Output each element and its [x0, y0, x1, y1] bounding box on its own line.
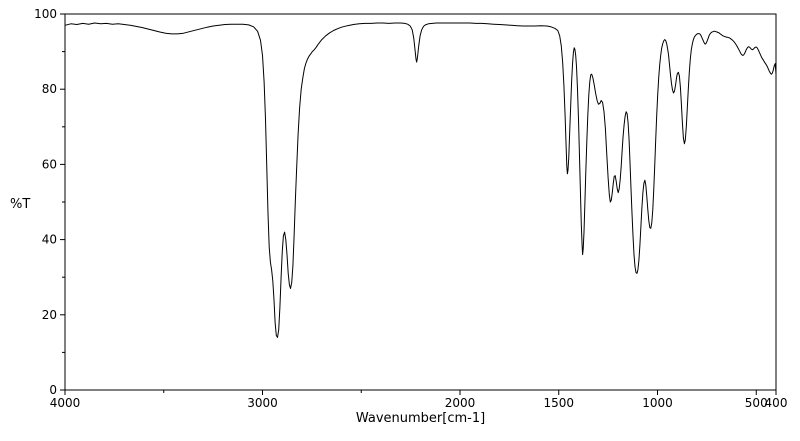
- x-tick-label: 1500: [543, 396, 574, 410]
- x-axis-label: Wavenumber[cm-1]: [355, 411, 486, 426]
- plot-frame: [64, 13, 777, 391]
- x-tick-label: 2000: [445, 396, 476, 410]
- x-tick-label: 4000: [50, 396, 81, 410]
- y-tick-label: 100: [34, 7, 57, 21]
- x-tick-label: 500: [745, 396, 768, 410]
- y-tick-label: 20: [42, 308, 57, 322]
- x-tick-label: 1000: [642, 396, 673, 410]
- y-tick-label: 0: [49, 383, 57, 397]
- y-tick-label: 60: [42, 157, 57, 171]
- x-tick-label: 3000: [247, 396, 278, 410]
- y-axis-label: %T: [10, 197, 31, 212]
- y-tick-label: 40: [42, 233, 57, 247]
- x-tick-label: 400: [765, 396, 788, 410]
- spectrum-line: [64, 22, 777, 338]
- y-tick-label: 80: [42, 82, 57, 96]
